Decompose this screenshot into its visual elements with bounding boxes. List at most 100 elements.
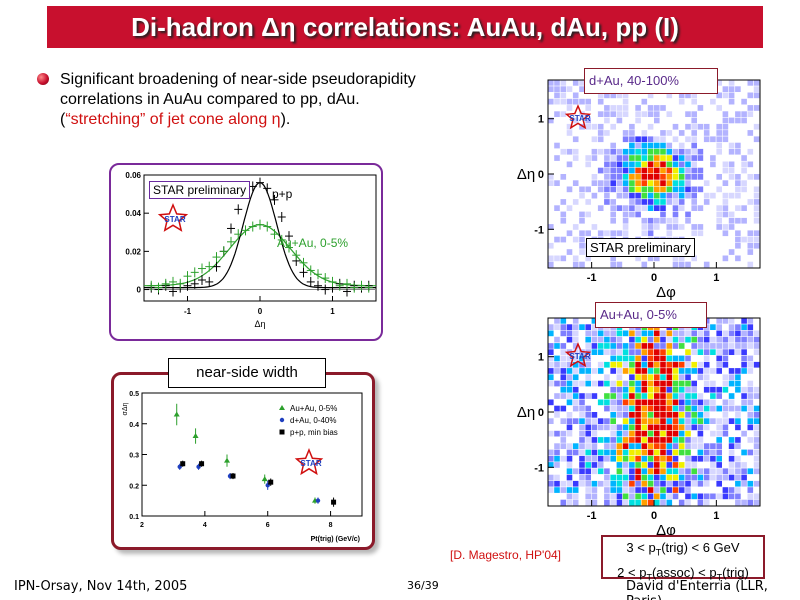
heatmap-cell (666, 455, 673, 462)
heatmap-cell (691, 462, 697, 468)
heatmap-cell (722, 380, 729, 387)
auau-data-point (292, 250, 301, 261)
heatmap-cell (691, 92, 697, 99)
heatmap-cell (647, 192, 654, 199)
heatmap-cell (554, 474, 560, 481)
heatmap-cell (591, 437, 598, 443)
heatmap-cell (697, 349, 704, 355)
heatmap-cell (635, 455, 641, 462)
auau-data-point (321, 273, 330, 284)
heatmap-cell (597, 230, 604, 237)
heatmap-cell (697, 148, 704, 155)
y-axis-label: Δη (517, 404, 535, 421)
heatmap-cell (722, 349, 729, 355)
auau-data-point (328, 276, 337, 287)
heatmap-cell (710, 462, 716, 468)
heatmap-cell (678, 92, 685, 99)
heatmap-cell (641, 374, 648, 381)
heatmap-cell (654, 161, 660, 168)
heatmap-cell (548, 374, 554, 381)
heatmap-cell (554, 318, 560, 324)
heatmap-cell (716, 405, 722, 412)
heatmap-cell (647, 148, 654, 155)
heatmap-cell (604, 480, 610, 487)
heatmap-cell (666, 92, 673, 99)
heatmap-cell (610, 437, 616, 443)
heatmap-cell (647, 380, 654, 387)
heatmap-cell (647, 92, 654, 99)
heatmap-cell (722, 405, 729, 412)
heatmap-cell (554, 180, 560, 186)
heatmap-cell (716, 318, 722, 324)
heatmap-cell (572, 449, 579, 456)
auau-data-point (270, 229, 279, 240)
heatmap-cell (678, 468, 685, 475)
heatmap-cell (660, 161, 666, 168)
heatmap-cell (697, 418, 704, 424)
heatmap-cell (716, 455, 722, 462)
auau-data-point (198, 263, 206, 274)
heatmap-cell (641, 167, 648, 174)
heatmap-cell (641, 368, 648, 374)
auau-data-point (364, 282, 373, 293)
heatmap-cell (654, 480, 660, 487)
heatmap-cell (591, 455, 598, 462)
heatmap-cell (585, 255, 591, 262)
heatmap-cell (678, 199, 685, 205)
heatmap-cell (660, 374, 666, 381)
star-logo-label: STAR (300, 459, 321, 468)
square-marker (331, 499, 337, 505)
heatmap-cell (660, 142, 666, 149)
heatmap-cell (753, 217, 760, 224)
heatmap-cell (572, 399, 579, 406)
heatmap-cell (691, 380, 697, 387)
heatmap-cell (654, 355, 660, 362)
heatmap-cell (616, 161, 623, 168)
heatmap-cell (654, 186, 660, 193)
heatmap-cell (735, 330, 741, 337)
heatmap-cell (660, 349, 666, 355)
heatmap-cell (597, 449, 604, 456)
heatmap-cell (629, 430, 635, 437)
heatmap-cell (635, 136, 641, 143)
heatmap-cell (616, 105, 623, 111)
heatmap-cell (741, 361, 747, 368)
heatmap-cell (654, 424, 660, 431)
heatmap-cell (566, 380, 573, 387)
heatmap-cell (654, 474, 660, 481)
heatmap-cell (616, 349, 623, 355)
heatmap-cell (616, 430, 623, 437)
heatmap-cell (622, 393, 629, 399)
heatmap-cell (616, 205, 623, 211)
heatmap-cell (747, 324, 754, 330)
pp-data-point (198, 275, 206, 285)
pp-data-point (183, 280, 192, 291)
heatmap-cell (654, 380, 660, 387)
heatmap-cell (622, 192, 629, 199)
heatmap-cell (597, 123, 604, 130)
heatmap-cell (616, 393, 623, 399)
heatmap-cell (597, 424, 604, 431)
heatmap-cell (747, 493, 754, 500)
heatmap-cell (728, 142, 735, 149)
heatmap-cell (697, 224, 704, 230)
heatmap-cell (654, 361, 660, 368)
heatmap-cell (678, 443, 685, 449)
heatmap-cell (572, 324, 579, 330)
y-tick-label: 0.5 (129, 391, 139, 398)
heatmap-cell (629, 330, 635, 337)
heatmap-cell (579, 393, 585, 399)
heatmap-cell (635, 487, 641, 493)
heatmap-cell (622, 480, 629, 487)
heatmap-cell (678, 343, 685, 349)
heatmap-cell (678, 174, 685, 180)
heatmap-cell (685, 430, 691, 437)
heatmap-cell (672, 430, 679, 437)
heatmap-cell (666, 111, 673, 117)
heatmap-cell (647, 136, 654, 143)
heatmap-cell (685, 330, 691, 337)
star-logo-icon (157, 203, 189, 232)
heatmap-cell (678, 380, 685, 387)
heatmap-cell (572, 349, 579, 355)
heatmap-cell (660, 487, 666, 493)
